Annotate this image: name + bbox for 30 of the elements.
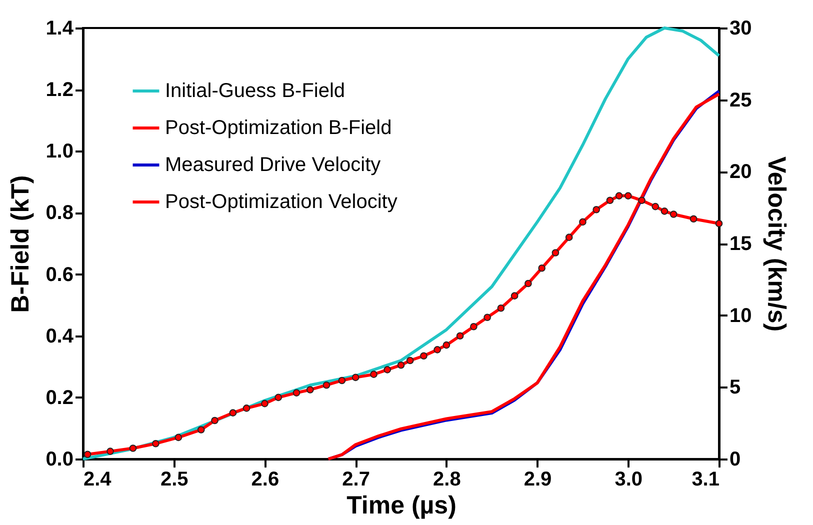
y2-tick-label: 15	[730, 233, 752, 255]
x-tick-label: 2.8	[433, 468, 461, 490]
x-tick-label: 2.7	[342, 468, 370, 490]
x-tick-label: 2.5	[160, 468, 188, 490]
legend-label: Post-Optimization B-Field	[165, 117, 392, 139]
y-tick-label: 0.0	[46, 448, 74, 470]
y2-tick-label: 30	[730, 18, 752, 40]
y2-tick-label: 20	[730, 161, 752, 184]
y2-tick-label: 25	[730, 89, 752, 112]
x-tick-label: 3.1	[692, 468, 720, 490]
y-tick-label: 1.4	[46, 18, 74, 40]
y-tick-label: 0.6	[46, 264, 74, 286]
legend-label: Initial-Guess B-Field	[165, 80, 346, 102]
x-tick-label: 2.6	[251, 468, 280, 490]
x-axis-title: Time (µs)	[346, 492, 456, 520]
y-tick-label: 0.4	[46, 325, 74, 348]
x-tick-label: 2.9	[524, 468, 552, 490]
y-tick-label: 1.0	[46, 140, 74, 163]
legend-label: Measured Drive Velocity	[165, 154, 381, 176]
x-tick-label: 3.0	[614, 468, 643, 490]
y-tick-label: 1.2	[46, 79, 74, 102]
legend-label: Post-Optimization Velocity	[165, 191, 398, 213]
y-tick-label: 0.2	[46, 386, 74, 409]
x-tick-label: 2.4	[84, 468, 112, 490]
y2-tick-label: 10	[730, 304, 752, 327]
y-tick-label: 0.8	[46, 202, 74, 224]
y-axis-title: B-Field (kT)	[6, 175, 35, 313]
y2-tick-label: 0	[730, 448, 741, 470]
y2-tick-label: 5	[730, 376, 741, 399]
y2-axis-title: Velocity (km/s)	[762, 156, 791, 332]
